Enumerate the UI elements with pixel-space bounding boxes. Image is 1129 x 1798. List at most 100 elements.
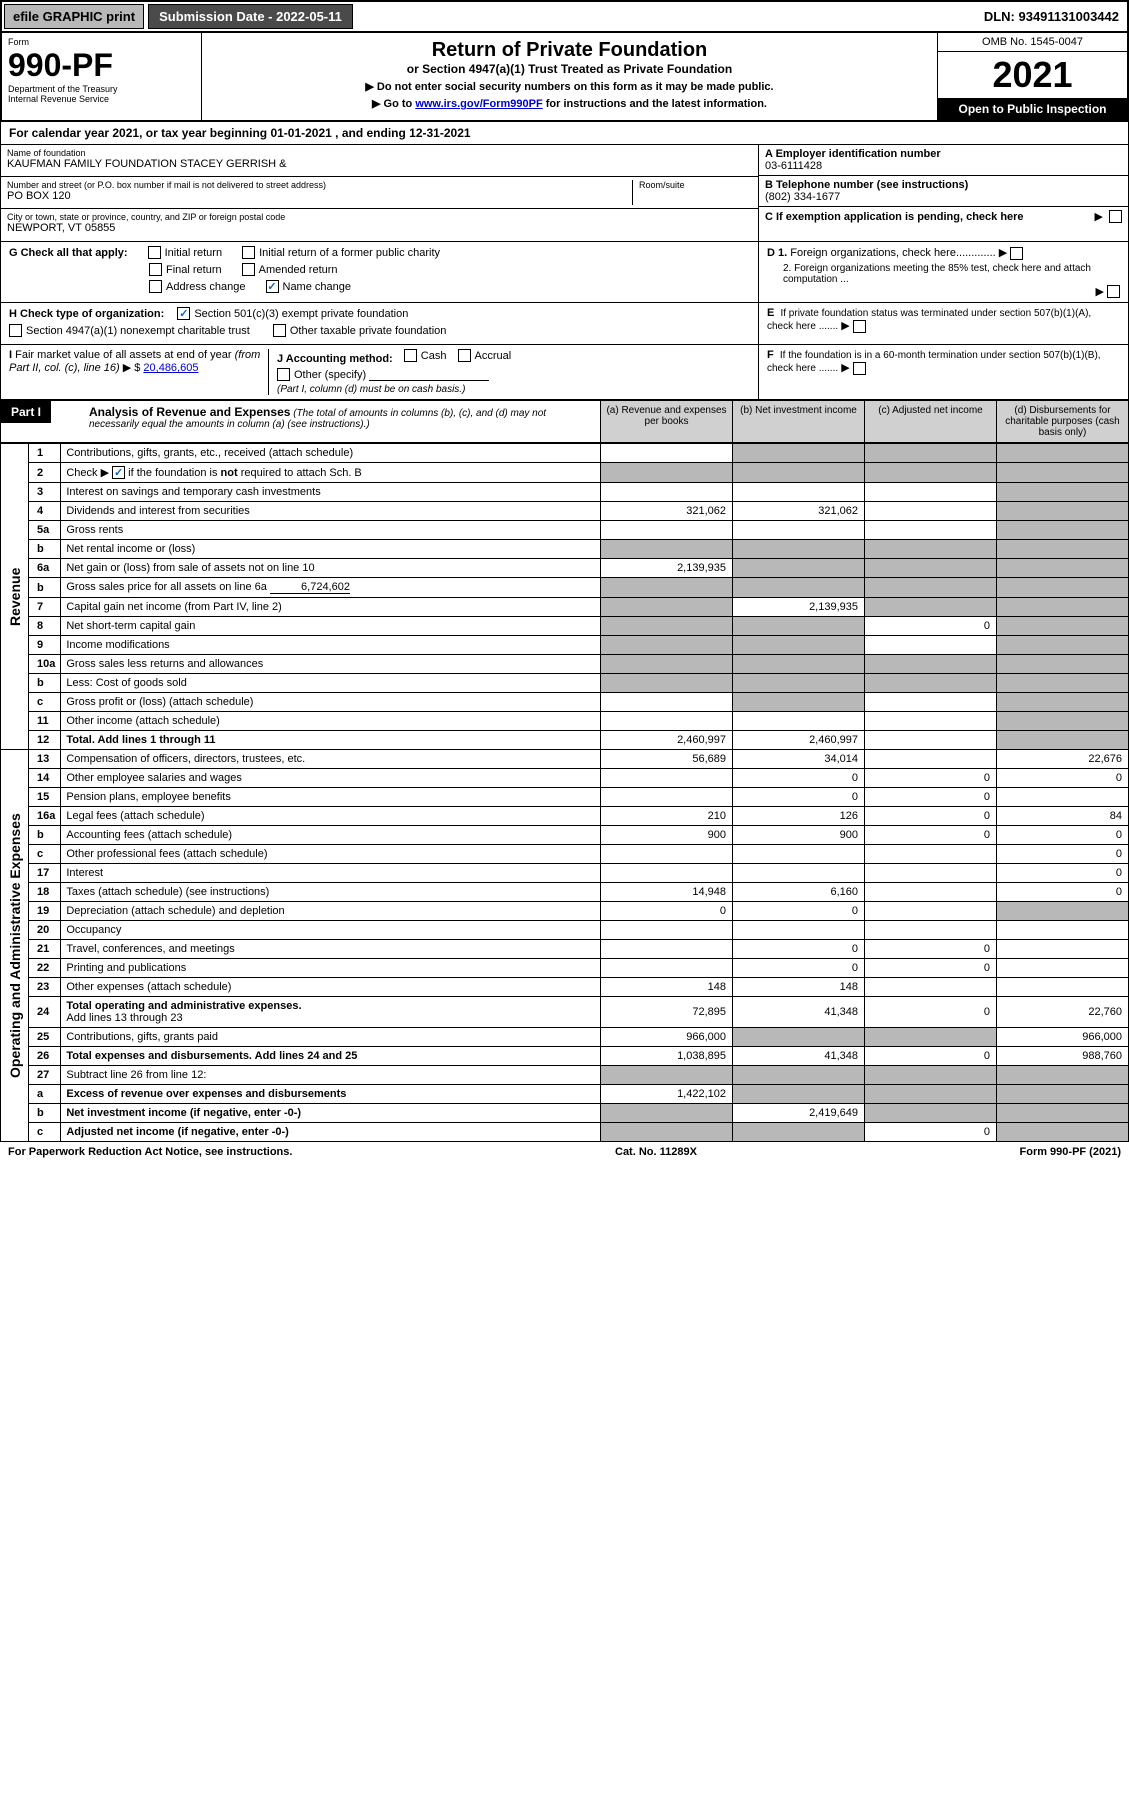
row18-desc: Taxes (attach schedule) (see instruction… <box>61 883 601 902</box>
r26a: 1,038,895 <box>601 1047 733 1066</box>
street-address: PO BOX 120 <box>7 190 632 202</box>
row3-desc: Interest on savings and temporary cash i… <box>61 483 601 502</box>
col-a-head: (a) Revenue and expenses per books <box>600 401 732 442</box>
r27cc: 0 <box>865 1123 997 1142</box>
r19b: 0 <box>733 902 865 921</box>
row16a-desc: Legal fees (attach schedule) <box>61 807 601 826</box>
r15c: 0 <box>865 788 997 807</box>
row27a-desc: Excess of revenue over expenses and disb… <box>61 1085 601 1104</box>
j-label: J Accounting method: <box>277 353 393 365</box>
row5a-desc: Gross rents <box>61 521 601 540</box>
fmv-value[interactable]: 20,486,605 <box>143 362 198 374</box>
r14c: 0 <box>865 769 997 788</box>
row12-desc: Total. Add lines 1 through 11 <box>61 731 601 750</box>
form-year-block: OMB No. 1545-0047 2021 Open to Public In… <box>937 33 1127 120</box>
tax-year: 2021 <box>938 52 1127 98</box>
h2-checkbox[interactable] <box>9 324 22 337</box>
row16c-desc: Other professional fees (attach schedule… <box>61 845 601 864</box>
row24-desc: Total operating and administrative expen… <box>61 997 601 1028</box>
h3-checkbox[interactable] <box>273 324 286 337</box>
section-h-row: H Check type of organization: ✓Section 5… <box>0 303 1129 345</box>
page-footer: For Paperwork Reduction Act Notice, see … <box>0 1142 1129 1162</box>
row27b-desc: Net investment income (if negative, ente… <box>61 1104 601 1123</box>
d2-checkbox[interactable] <box>1107 285 1120 298</box>
r23a: 148 <box>601 978 733 997</box>
section-g-row: G Check all that apply: Initial return I… <box>0 242 1129 303</box>
cash-checkbox[interactable] <box>404 349 417 362</box>
r13d: 22,676 <box>997 750 1129 769</box>
row16b-desc: Accounting fees (attach schedule) <box>61 826 601 845</box>
r22c: 0 <box>865 959 997 978</box>
form-title: Return of Private Foundation <box>208 39 931 62</box>
r16aa: 210 <box>601 807 733 826</box>
efile-button[interactable]: efile GRAPHIC print <box>4 4 144 29</box>
col-d-head: (d) Disbursements for charitable purpose… <box>996 401 1128 442</box>
entity-info: Name of foundation KAUFMAN FAMILY FOUNDA… <box>0 145 1129 242</box>
r12b: 2,460,997 <box>733 731 865 750</box>
row9-desc: Income modifications <box>61 636 601 655</box>
row23-desc: Other expenses (attach schedule) <box>61 978 601 997</box>
r16ad: 84 <box>997 807 1129 826</box>
c-label: C If exemption application is pending, c… <box>765 211 1024 223</box>
row6a-desc: Net gain or (loss) from sale of assets n… <box>61 559 601 578</box>
irs-link[interactable]: www.irs.gov/Form990PF <box>415 98 542 110</box>
name-change-checkbox[interactable]: ✓ <box>266 280 279 293</box>
r18d: 0 <box>997 883 1129 902</box>
col-c-head: (c) Adjusted net income <box>864 401 996 442</box>
r21b: 0 <box>733 940 865 959</box>
form-word: Form <box>8 37 195 47</box>
row10a-desc: Gross sales less returns and allowances <box>61 655 601 674</box>
r13b: 34,014 <box>733 750 865 769</box>
initial-checkbox[interactable] <box>148 246 161 259</box>
row15-desc: Pension plans, employee benefits <box>61 788 601 807</box>
r6b-value: 6,724,602 <box>270 581 350 594</box>
r6aa: 2,139,935 <box>601 559 733 578</box>
r18a: 14,948 <box>601 883 733 902</box>
row27-desc: Subtract line 26 from line 12: <box>61 1066 601 1085</box>
other-checkbox[interactable] <box>277 368 290 381</box>
row5b-desc: Net rental income or (loss) <box>61 540 601 559</box>
final-checkbox[interactable] <box>149 263 162 276</box>
row26-desc: Total expenses and disbursements. Add li… <box>61 1047 601 1066</box>
i-label: I Fair market value of all assets at end… <box>9 349 260 374</box>
row7-desc: Capital gain net income (from Part IV, l… <box>61 598 601 617</box>
city-state-zip: NEWPORT, VT 05855 <box>7 222 752 234</box>
instr2-post: for instructions and the latest informat… <box>543 98 767 110</box>
submission-date: Submission Date - 2022-05-11 <box>148 4 353 29</box>
e-checkbox[interactable] <box>853 320 866 333</box>
schb-checkbox[interactable]: ✓ <box>112 466 125 479</box>
f-label: F If the foundation is in a 60-month ter… <box>767 349 1120 375</box>
initial-label: Initial return <box>165 247 222 259</box>
r8c: 0 <box>865 617 997 636</box>
f-checkbox[interactable] <box>853 362 866 375</box>
r16bd: 0 <box>997 826 1129 845</box>
amended-checkbox[interactable] <box>242 263 255 276</box>
row8-desc: Net short-term capital gain <box>61 617 601 636</box>
accrual-checkbox[interactable] <box>458 349 471 362</box>
city-label: City or town, state or province, country… <box>7 212 752 222</box>
r14b: 0 <box>733 769 865 788</box>
c-checkbox[interactable] <box>1109 210 1122 223</box>
r21c: 0 <box>865 940 997 959</box>
name-label: Name of foundation <box>7 148 752 158</box>
r26c: 0 <box>865 1047 997 1066</box>
r4b: 321,062 <box>733 502 865 521</box>
d1-checkbox[interactable] <box>1010 247 1023 260</box>
r24a: 72,895 <box>601 997 733 1028</box>
form-number: 990-PF <box>8 47 195 84</box>
addr-change-label: Address change <box>166 281 246 293</box>
omb-number: OMB No. 1545-0047 <box>938 33 1127 52</box>
r26d: 988,760 <box>997 1047 1129 1066</box>
addr-change-checkbox[interactable] <box>149 280 162 293</box>
other-label: Other (specify) <box>294 369 366 381</box>
foundation-name: KAUFMAN FAMILY FOUNDATION STACEY GERRISH… <box>7 158 752 170</box>
row11-desc: Other income (attach schedule) <box>61 712 601 731</box>
r17d: 0 <box>997 864 1129 883</box>
h1-checkbox[interactable]: ✓ <box>177 307 190 320</box>
j-note: (Part I, column (d) must be on cash basi… <box>277 384 750 395</box>
row14-desc: Other employee salaries and wages <box>61 769 601 788</box>
form-id-block: Form 990-PF Department of the Treasury I… <box>2 33 202 120</box>
form-subtitle: or Section 4947(a)(1) Trust Treated as P… <box>208 62 931 76</box>
row20-desc: Occupancy <box>61 921 601 940</box>
initial-former-checkbox[interactable] <box>242 246 255 259</box>
